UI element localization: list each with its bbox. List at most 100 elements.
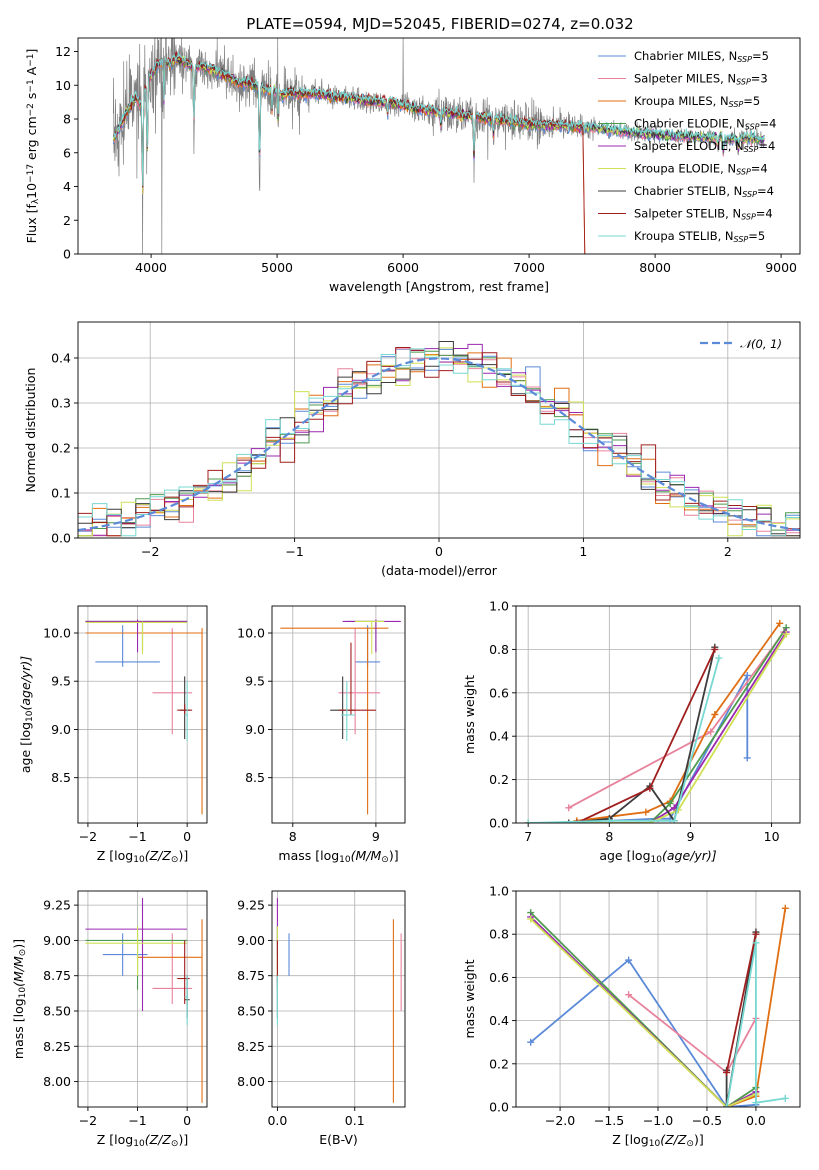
legend-entry: Salpeter MILES, NSSP=3 xyxy=(634,72,768,87)
weight-marker-krou_miles xyxy=(781,904,789,912)
weight_vs_age-plot-area xyxy=(524,619,790,823)
point-krou_stelib xyxy=(340,681,356,742)
label-part: (age/yr)] xyxy=(18,656,33,711)
label-part: Z [log xyxy=(612,1132,648,1147)
legend-entry: Salpeter ELODIE, NSSP=4 xyxy=(634,139,775,154)
spectrum-xlabel: wavelength [Angstrom, rest frame] xyxy=(329,279,549,294)
residuals-ytick-label: 0.4 xyxy=(51,351,71,366)
weight-line-krou_stelib xyxy=(725,942,786,1107)
label-part: mass [log xyxy=(278,848,339,863)
legend-count: =5 xyxy=(748,229,765,243)
label-part: ⊙ xyxy=(381,855,389,865)
weight_vs_age-xtick-label: 9 xyxy=(686,829,694,844)
label-part: ⊙ xyxy=(171,855,179,865)
spectrum-plot-area xyxy=(112,38,765,254)
weight-line-chab_stelib xyxy=(725,931,757,1107)
residuals-ylabel: Normed distribution xyxy=(23,368,38,493)
spectrum-ytick-label: 4 xyxy=(63,179,71,194)
mass_vs_Z-plot-area xyxy=(85,898,203,1103)
label-part: (M/M xyxy=(11,956,26,987)
legend-entry: Kroupa ELODIE, NSSP=4 xyxy=(634,162,768,177)
legend-sub: SSP xyxy=(745,123,760,132)
point-salp_miles xyxy=(338,628,381,735)
mass_vs_ebv-ytick-label: 8.50 xyxy=(237,1004,265,1019)
label-part: age [log xyxy=(599,848,650,863)
weight-marker-salp_stelib xyxy=(573,819,581,823)
point-krou_elodie xyxy=(85,621,188,655)
weight-marker-krou_stelib xyxy=(524,819,532,823)
weight-marker-krou_miles xyxy=(776,619,784,627)
mass_vs_Z-ytick-label: 9.00 xyxy=(43,933,71,948)
legend-model: Chabrier ELODIE, N xyxy=(634,117,745,131)
age_vs_Z-ytick-label: 10.0 xyxy=(43,626,71,641)
residuals-ytick-label: 0.0 xyxy=(51,531,71,546)
age_vs_mass-panel: 8 9 8.5 9.0 9.5 10.0 mass [log10(M/M⊙)] xyxy=(237,605,406,865)
age_vs_mass-xlabel: mass [log10(M/M⊙)] xyxy=(278,848,398,865)
mass_vs_ebv-xlabel: E(B-V) xyxy=(319,1132,358,1147)
label-part: 10 xyxy=(24,183,39,199)
spectrum-xtick-label: 4000 xyxy=(135,260,167,275)
model-spectrum-salp_stelib xyxy=(112,51,586,254)
legend-count: =4 xyxy=(756,207,773,221)
spectrum-ytick-label: 10 xyxy=(55,78,71,93)
legend-model: Kroupa ELODIE, N xyxy=(634,162,736,176)
weight-line-krou_elodie xyxy=(528,633,787,823)
label-part: erg cm xyxy=(24,116,39,164)
age_vs_Z-xlabel: Z [log10(Z/Z⊙)] xyxy=(97,848,188,865)
weight-line-salp_miles xyxy=(628,993,757,1074)
point-salp_stelib xyxy=(177,704,193,715)
weight_vs_age-xtick-label: 10 xyxy=(764,829,780,844)
label-part: ⊙ xyxy=(171,1139,179,1149)
weight-marker-krou_stelib xyxy=(605,817,613,823)
weight_vs_age-ytick-label: 0.2 xyxy=(489,772,509,787)
weight-marker-krou_elodie xyxy=(782,630,790,638)
weight-marker-krou_elodie xyxy=(527,915,535,923)
mass_vs_ebv-plot-area xyxy=(276,898,402,1103)
weight_vs_Z-plot-area xyxy=(527,904,789,1107)
legend-sub: SSP xyxy=(729,100,744,109)
label-part: ⊙ xyxy=(18,949,28,957)
label-part: Z [log xyxy=(97,848,133,863)
weight-marker-krou_stelib xyxy=(752,1099,760,1107)
legend-count: =4 xyxy=(760,117,777,131)
age_vs_Z-plot-area xyxy=(85,619,203,815)
label-part: −1 xyxy=(26,54,36,67)
residuals-ytick-label: 0.2 xyxy=(51,441,71,456)
label-part: )] xyxy=(11,939,26,949)
legend-sub: SSP xyxy=(734,235,749,244)
weight-line-salp_miles xyxy=(568,631,785,809)
age_vs_mass-ytick-label: 8.5 xyxy=(245,770,265,785)
spectrum-ytick-label: 2 xyxy=(63,213,71,228)
point-salp_stelib xyxy=(338,642,376,715)
spectrum-ylabel: Flux [fλ10−17 erg cm−2 s−1 A−1] xyxy=(24,49,41,244)
point-krou_elodie xyxy=(85,926,188,976)
weight-marker-krou_miles xyxy=(642,808,650,816)
residuals-xtick-label: 2 xyxy=(724,544,732,559)
legend-model: Salpeter STELIB, N xyxy=(634,207,741,221)
residuals-xtick-label: −1 xyxy=(285,544,303,559)
weight_vs_age-frame xyxy=(515,605,801,824)
point-krou_stelib xyxy=(184,681,189,742)
mass_vs_ebv-ytick-label: 9.00 xyxy=(237,933,265,948)
residuals-xtick-label: 1 xyxy=(579,544,587,559)
weight_vs_age-xlabel: age [log10(age/yr)] xyxy=(599,848,716,865)
weight-marker-salp_stelib xyxy=(646,784,654,792)
legend-sub: SSP xyxy=(741,213,756,222)
label-part: 10 xyxy=(339,855,351,865)
weight-line-salp_elodie xyxy=(528,631,787,823)
weight_vs_Z-ytick-label: 0.2 xyxy=(489,1056,509,1071)
weight-marker-krou_miles xyxy=(711,711,719,718)
point-krou_miles xyxy=(280,627,389,815)
label-part: 10 xyxy=(133,855,145,865)
weight_vs_age-ytick-label: 0.8 xyxy=(489,642,509,657)
legend-count: =4 xyxy=(757,184,774,198)
label-part: (age/yr)] xyxy=(662,848,717,863)
weight-marker-chab_miles xyxy=(527,1038,535,1046)
age_vs_mass-frame xyxy=(271,605,406,824)
age_vs_Z-xtick-label: −2 xyxy=(79,829,97,844)
mass_vs_Z-xtick-label: −2 xyxy=(79,1113,97,1128)
age_vs_Z-ytick-label: 9.0 xyxy=(51,722,71,737)
weight_vs_Z-panel: −2.0 −1.5 −1.0 −0.5 0.0 0.0 0.2 0.4 0.6 0.8 1.0 Z [… xyxy=(462,884,801,1149)
